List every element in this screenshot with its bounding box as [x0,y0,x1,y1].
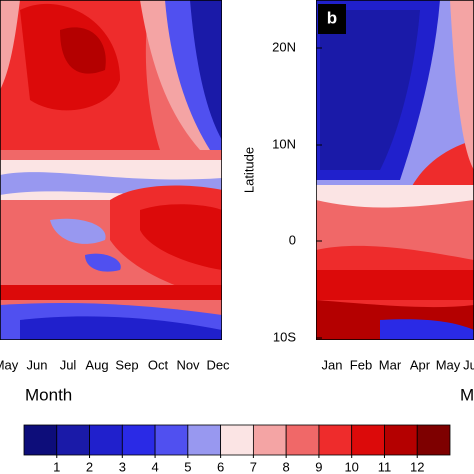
colorbar-box [56,424,90,456]
colorbar-tick-label: 2 [86,459,93,474]
colorbar: 1 2 3 4 5 6 7 8 9 10 11 12 [23,424,451,474]
colorbar-tick-label: 5 [184,459,191,474]
x-tick-label: Nov [176,357,200,372]
colorbar-box [384,424,418,456]
colorbar-tick-label: 12 [410,459,424,474]
y-tick-label: 20N [272,39,296,54]
colorbar-box [252,424,287,456]
colorbar-tick-label: 6 [217,459,224,474]
colorbar-box [23,424,58,456]
colorbar-tick-label: 3 [119,459,126,474]
x-tick-label: Jul [60,357,77,372]
colorbar-tick-label: 8 [283,459,290,474]
panel-label: b [327,8,337,27]
y-tick-label: 10S [273,329,296,344]
x-tick-label: Jun [27,357,48,372]
x-tick-label: Oct [148,357,169,372]
x-tick-label: May [0,357,19,372]
colorbar-box [187,424,222,456]
panel-b-axes: 20N 10N 0 10S Jan Feb Mar Apr May Ju [272,39,474,372]
colorbar-box [416,424,451,456]
colorbar-tick-label: 11 [378,459,392,474]
x-tick-label: Aug [85,357,108,372]
x-tick-label: Dec [206,357,230,372]
x-tick-label: May [436,357,461,372]
y-tick-label: 0 [289,232,296,247]
panel-b-field [316,0,474,340]
colorbar-box [154,424,189,456]
x-axis-title: Month [25,385,72,404]
colorbar-box [285,424,320,456]
y-tick-label: 10N [272,136,296,151]
y-axis-title: Latitude [241,147,256,193]
colorbar-box [220,424,254,456]
x-tick-label: Ju [463,357,474,372]
x-tick-label: Jan [322,357,343,372]
colorbar-box [351,424,385,456]
colorbar-box [89,424,123,456]
x-tick-label: Mar [379,357,402,372]
x-axis-title: M [460,385,474,404]
colorbar-tick-label: 4 [151,459,158,474]
panel-label-box [318,4,346,34]
x-tick-label: Feb [350,357,372,372]
panel-a-field [0,0,222,340]
colorbar-tick-label: 7 [250,459,257,474]
x-tick-label: Sep [115,357,138,372]
colorbar-box [318,424,353,456]
colorbar-tick-label: 9 [315,459,322,474]
panel-a-x-axis: May Jun Jul Aug Sep Oct Nov Dec [0,357,230,372]
colorbar-box [121,424,156,456]
colorbar-tick-label: 1 [53,459,60,474]
x-tick-label: Apr [410,357,431,372]
colorbar-tick-label: 10 [344,459,358,474]
